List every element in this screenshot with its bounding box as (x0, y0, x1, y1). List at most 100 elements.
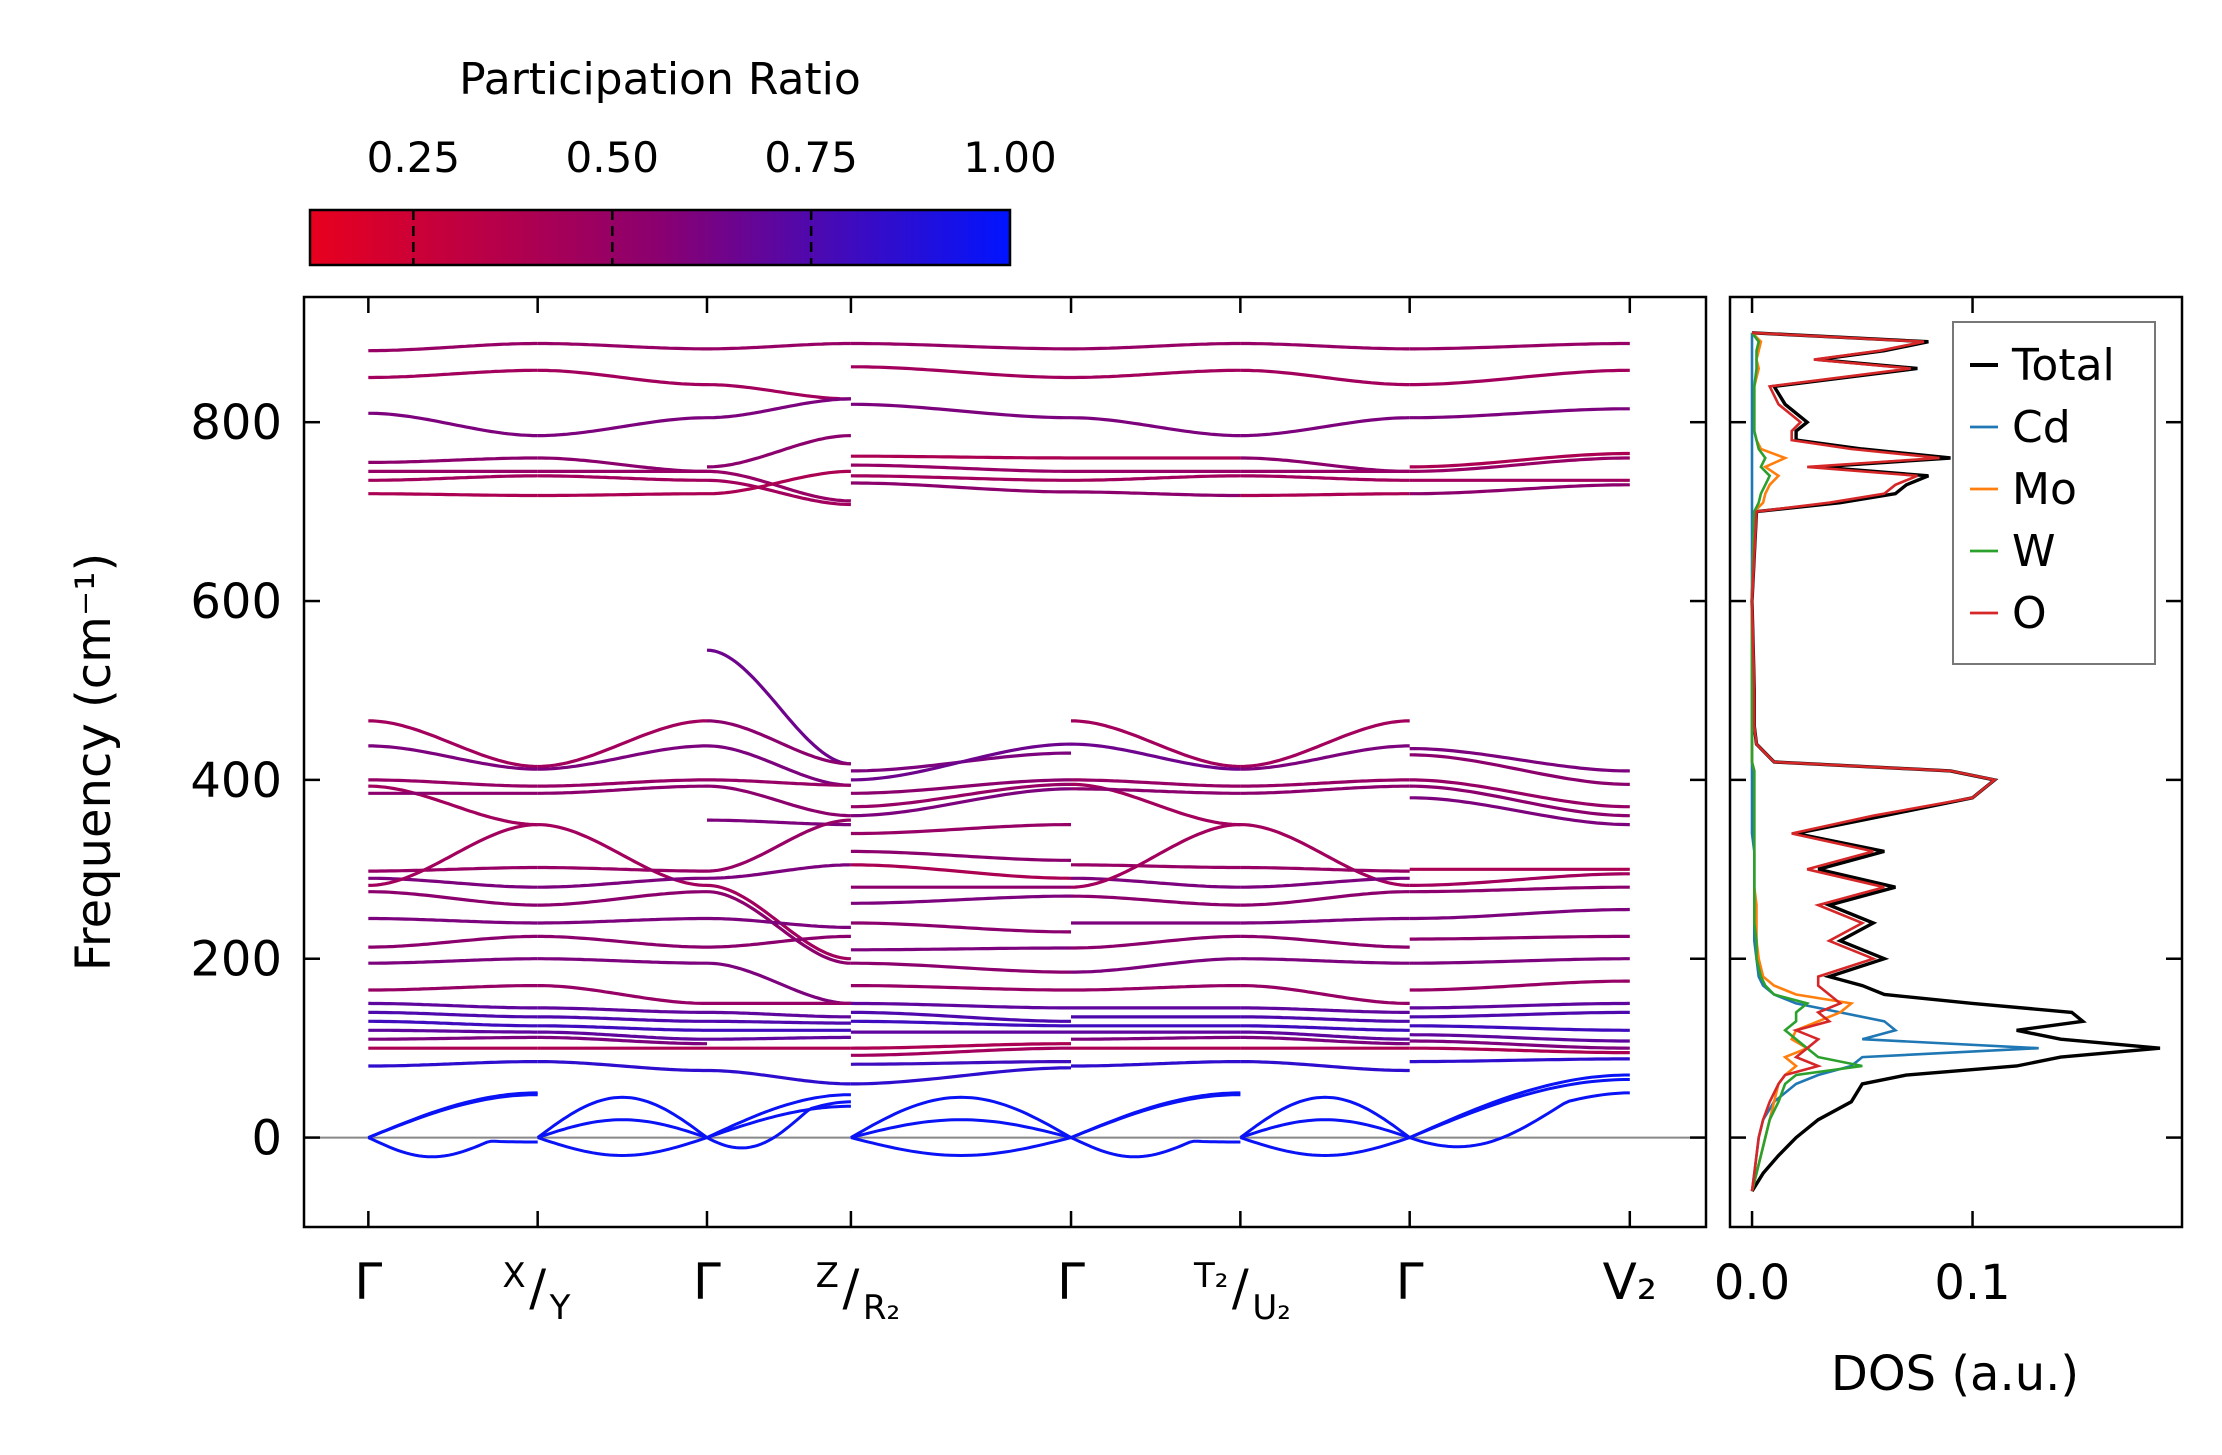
phonon-band (368, 876, 538, 889)
phonon-band (537, 984, 707, 1005)
k-point-label-top: X (502, 1256, 525, 1296)
phonon-band (1240, 744, 1410, 771)
dos-x-axis-label: DOS (a.u.) (1831, 1346, 2079, 1402)
k-point-label: Γ (693, 1253, 721, 1311)
phonon-band (368, 865, 538, 873)
phonon-band (706, 784, 851, 818)
phonon-band (537, 957, 707, 965)
acoustic-band (850, 1136, 1072, 1158)
k-point-slash: / (842, 1259, 859, 1317)
phonon-band (368, 1028, 538, 1034)
phonon-band (1240, 492, 1410, 498)
acoustic-band (850, 1118, 1072, 1140)
phonon-band (1409, 796, 1630, 827)
phonon-band (850, 1042, 1071, 1050)
phonon-band (706, 818, 851, 873)
colorbar-tick-label: 0.25 (367, 133, 461, 182)
legend-label: Cd (2012, 402, 2071, 453)
phonon-band (850, 365, 1071, 380)
y-tick-label: 800 (190, 395, 282, 451)
phonon-band (537, 1030, 707, 1041)
phonon-band (537, 719, 707, 769)
phonon-band (706, 744, 851, 787)
k-point-slash: / (529, 1259, 546, 1317)
phonon-band (1409, 1024, 1630, 1032)
phonon-band (850, 984, 1071, 992)
phonon-band (537, 492, 707, 498)
phonon-band (1240, 865, 1410, 873)
phonon-band (1071, 719, 1241, 769)
acoustic-band (706, 1100, 851, 1150)
phonon-band (1240, 984, 1410, 1005)
phonon-band (707, 916, 851, 929)
phonon-band (1409, 1033, 1630, 1043)
y-tick-label: 400 (190, 753, 282, 809)
phonon-band (368, 916, 538, 925)
phonon-band (368, 784, 538, 827)
phonon-band (1409, 1039, 1630, 1050)
phonon-band (706, 890, 851, 965)
phonon-band (537, 474, 707, 482)
phonon-band (537, 934, 707, 949)
acoustic-band (1239, 1118, 1411, 1140)
phonon-band (368, 1019, 538, 1028)
phonon-band (707, 469, 851, 503)
phonon-band (537, 341, 707, 351)
phonon-band (1071, 1060, 1241, 1068)
phonon-band (850, 778, 1071, 795)
phonon-band (1409, 907, 1630, 921)
phonon-band (850, 454, 1071, 460)
phonon-band (1071, 863, 1241, 870)
phonon-band (368, 474, 538, 482)
legend-label: O (2012, 588, 2047, 639)
acoustic-band (706, 1104, 851, 1140)
phonon-band (368, 456, 538, 464)
phonon-band (1071, 934, 1241, 950)
k-point-label-bottom: Y (549, 1288, 571, 1328)
acoustic-band (1070, 1093, 1241, 1139)
k-point-label: V₂ (1603, 1253, 1657, 1311)
phonon-band (850, 921, 1071, 934)
legend-label: W (2012, 526, 2056, 577)
phonon-band (368, 368, 538, 380)
phonon-band (537, 1006, 707, 1014)
phonon-band (368, 984, 538, 992)
phonon-band (1240, 890, 1410, 907)
dos-x-tick-label: 0.1 (1934, 1255, 2010, 1311)
phonon-band (1409, 753, 1630, 786)
acoustic-band (367, 1091, 538, 1139)
phonon-band (1240, 1035, 1410, 1046)
phonon-band (850, 341, 1071, 351)
dos-axis-ticks: 0.0 0.1 (1714, 297, 2182, 1311)
phonon-band (1071, 782, 1241, 827)
phonon-band (850, 402, 1071, 420)
phonon-band (537, 890, 707, 907)
acoustic-band (1070, 1091, 1241, 1139)
phonon-band (850, 1010, 1071, 1023)
y-tick-label: 200 (190, 932, 282, 988)
phonon-band (850, 961, 1071, 974)
colorbar-tick-label: 0.75 (764, 133, 858, 182)
phonon-band (368, 823, 538, 887)
phonon-band (850, 1019, 1071, 1028)
phonon-band (1240, 876, 1410, 889)
phonon-band (1409, 934, 1630, 941)
phonon-band (1240, 778, 1410, 788)
phonon-band (1409, 451, 1630, 469)
dos-x-tick-label: 0.0 (1714, 1255, 1790, 1311)
phonon-band (850, 481, 1071, 494)
phonon-band (1240, 823, 1410, 887)
phonon-band (537, 1024, 707, 1032)
phonon-band (706, 863, 851, 880)
k-point-label-top: Z (816, 1256, 839, 1296)
k-point-label-top: T₂ (1193, 1256, 1228, 1296)
phonon-band (707, 1010, 851, 1019)
phonon-band (850, 946, 1071, 952)
colorbar-tick-label: 0.50 (566, 133, 660, 182)
phonon-band (537, 416, 708, 438)
phonon-band (368, 1001, 538, 1010)
colorbar-ticks: 0.25 0.50 0.75 1.00 (367, 133, 1057, 265)
band-lines (367, 341, 1630, 1159)
